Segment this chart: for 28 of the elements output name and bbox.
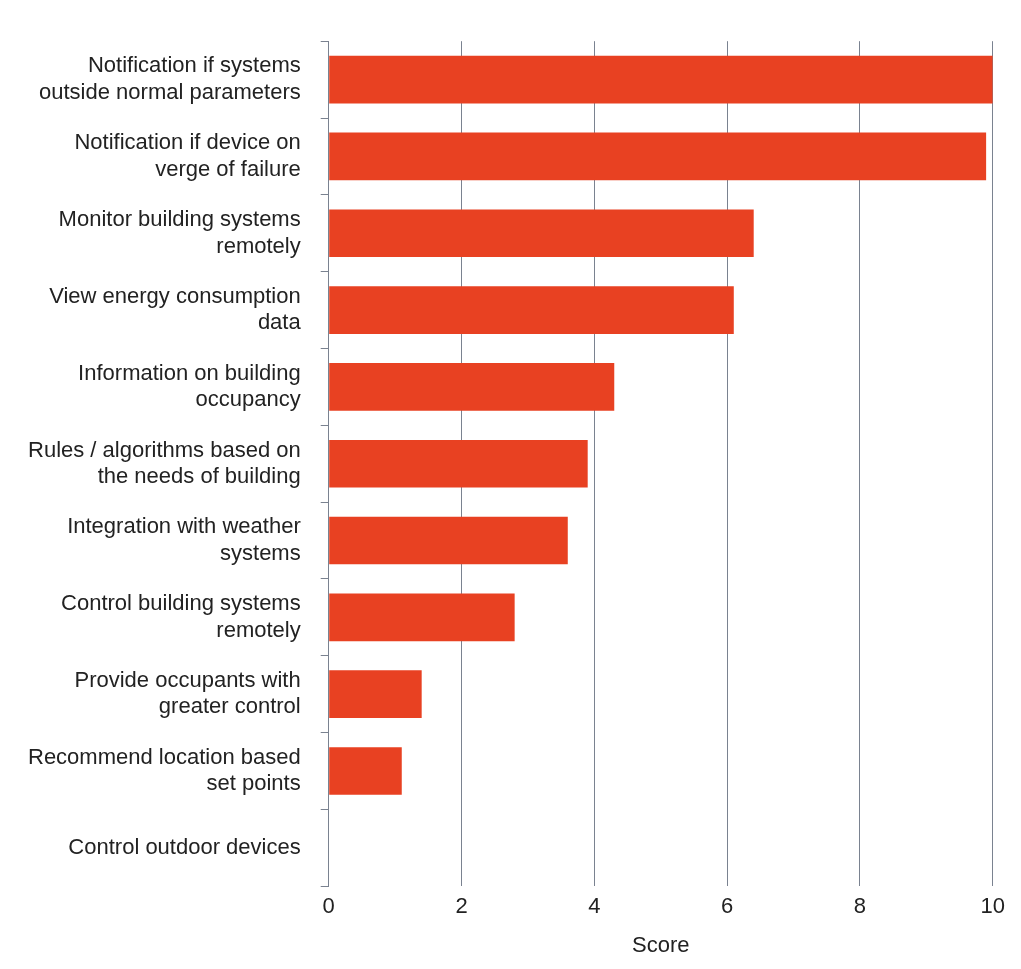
bar — [329, 363, 615, 411]
x-tick-label: 2 — [455, 893, 468, 919]
x-tick-label: 10 — [980, 893, 1006, 919]
y-tick-label: Control outdoor devices — [68, 833, 301, 859]
bar — [329, 593, 515, 642]
bar — [329, 132, 987, 181]
x-axis-title: Score — [632, 931, 690, 957]
x-tick-label: 4 — [588, 893, 601, 919]
y-tick-label: Provide occupants with greater control — [74, 667, 301, 719]
y-tick-label: View energy consumption data — [49, 282, 302, 335]
y-tick-label: Notification if systems outside normal parameters — [39, 52, 301, 104]
y-tick-label: Rules / algorithms based on the needs of building — [28, 436, 301, 488]
bar — [329, 516, 568, 565]
bar — [329, 55, 993, 104]
x-tick-label: 0 — [322, 893, 335, 919]
bar — [329, 439, 588, 488]
bar — [329, 670, 422, 718]
y-tick-label: Control building systems remotely — [61, 590, 301, 642]
y-tick-label: Information on building occupancy — [78, 359, 301, 412]
bar — [329, 286, 734, 334]
y-tick-label: Integration with weather systems — [67, 513, 301, 565]
y-tick-label: Notification if device on verge of failure — [74, 129, 301, 181]
bar — [329, 209, 754, 258]
x-tick-label: 8 — [853, 893, 867, 919]
x-tick-label: 6 — [721, 893, 734, 919]
y-tick-label: Recommend location based set points — [27, 743, 301, 796]
y-tick-label: Monitor building systems remotely — [58, 206, 301, 258]
bar — [329, 747, 402, 795]
